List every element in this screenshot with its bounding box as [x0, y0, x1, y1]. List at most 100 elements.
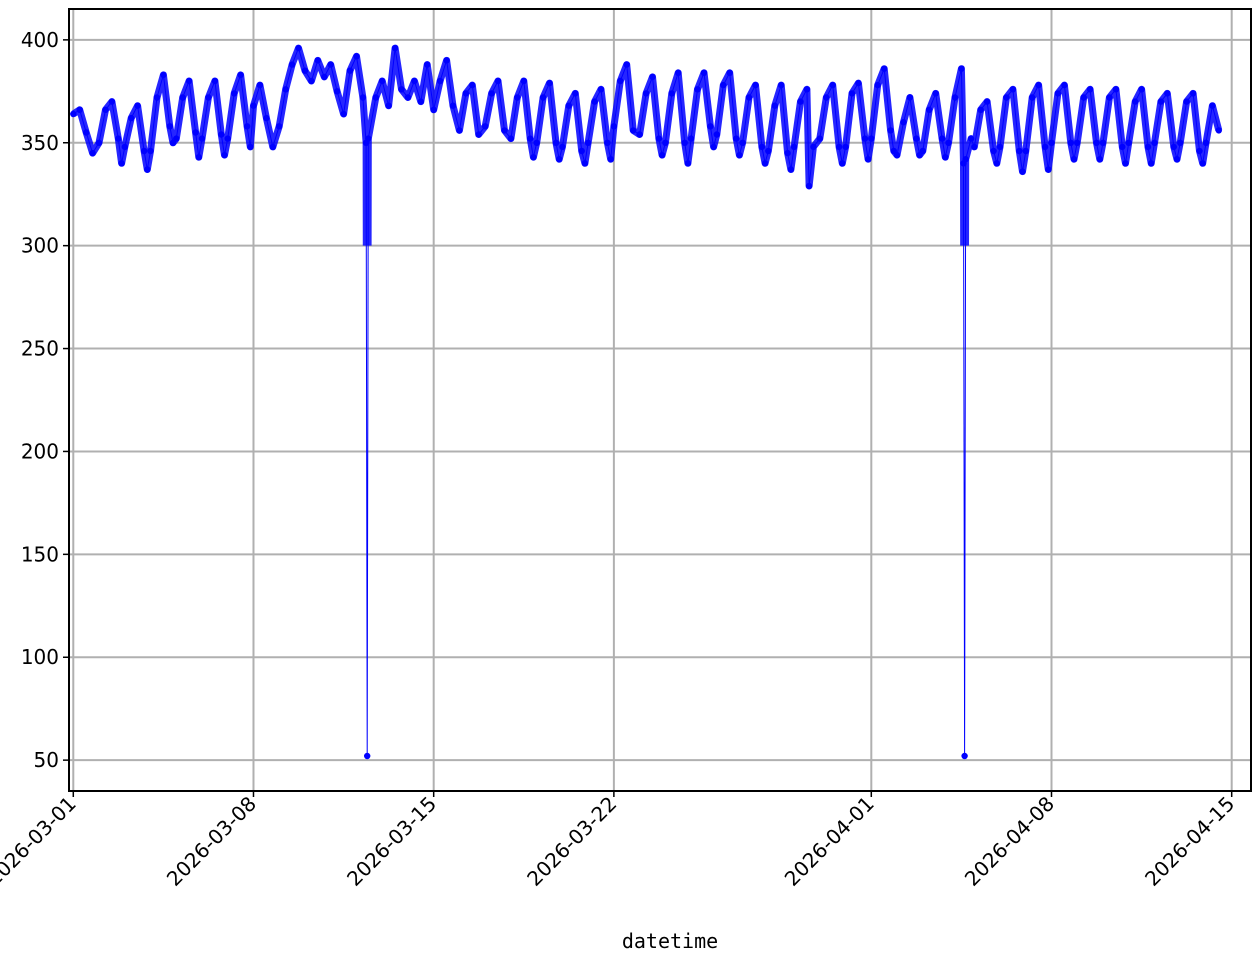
data-point [932, 90, 939, 97]
data-point [211, 77, 219, 85]
data-point [308, 77, 315, 85]
data-point [591, 98, 598, 105]
data-point [736, 151, 743, 159]
data-point [314, 57, 321, 64]
data-point [668, 90, 675, 97]
data-point [900, 119, 907, 126]
data-point [771, 102, 778, 109]
data-point [417, 98, 424, 105]
data-point [462, 90, 470, 97]
data-point [449, 102, 457, 109]
data-point [942, 154, 949, 161]
data-point [684, 160, 692, 167]
series-layer [70, 44, 1223, 760]
data-point [1215, 127, 1223, 134]
data-point [958, 65, 965, 72]
data-point [533, 139, 540, 146]
data-point [128, 114, 135, 122]
data-point [733, 135, 740, 142]
data-point [282, 86, 289, 93]
data-point [121, 143, 128, 151]
data-point [346, 67, 354, 74]
data-point [726, 69, 733, 77]
data-point [1132, 98, 1139, 105]
data-point [218, 131, 225, 138]
data-point [617, 77, 624, 85]
data-point [1151, 139, 1158, 146]
data-point [482, 123, 489, 130]
data-point [572, 90, 579, 97]
data-point [221, 151, 228, 159]
data-point [1209, 102, 1216, 109]
data-point [231, 90, 238, 97]
data-point [488, 90, 495, 97]
data-point [269, 143, 276, 151]
data-point [1170, 143, 1178, 151]
data-point [243, 123, 251, 130]
data-point [710, 143, 717, 151]
data-point [996, 143, 1004, 151]
data-point [475, 131, 482, 138]
data-point [913, 135, 920, 142]
data-point [288, 61, 296, 68]
data-point [990, 147, 997, 155]
data-point [993, 160, 1000, 167]
data-point [385, 102, 392, 109]
data-point [353, 53, 360, 60]
data-point [456, 127, 463, 134]
data-point [848, 90, 856, 97]
data-point [1074, 139, 1081, 146]
data-point [739, 139, 746, 146]
data-point [1202, 139, 1210, 146]
data-point [919, 147, 926, 155]
data-point [102, 106, 109, 114]
data-point [874, 81, 881, 89]
data-point [887, 127, 894, 134]
data-point [790, 143, 798, 151]
data-point [1067, 139, 1075, 146]
data-point [436, 77, 444, 85]
data-point [578, 147, 585, 155]
data-point [707, 123, 714, 130]
data-point [855, 79, 862, 87]
data-point [552, 139, 560, 146]
data-point [295, 44, 302, 52]
y-tick-label: 300 [21, 234, 59, 258]
data-point [983, 98, 991, 105]
data-point [604, 139, 611, 146]
data-point [1061, 81, 1068, 89]
data-point [263, 114, 270, 122]
data-point [359, 94, 367, 101]
data-point [247, 143, 254, 151]
data-point [636, 131, 643, 138]
data-point [153, 94, 161, 101]
data-point [1093, 139, 1100, 146]
data-point [765, 147, 772, 155]
data-point [967, 135, 975, 142]
data-point [861, 135, 869, 142]
data-point [1119, 143, 1126, 151]
data-point [835, 143, 843, 151]
y-tick-label: 350 [21, 131, 59, 155]
y-tick-label: 150 [21, 542, 59, 566]
data-point [160, 71, 167, 79]
grid [69, 9, 1251, 791]
data-point [977, 106, 984, 114]
data-point [424, 61, 431, 68]
data-point [607, 156, 614, 163]
data-point [185, 77, 193, 85]
data-point [687, 135, 695, 142]
data-point [1022, 147, 1029, 155]
y-tick-label: 100 [21, 645, 59, 669]
data-point [630, 127, 637, 134]
data-point [649, 73, 656, 81]
data-point [655, 135, 663, 142]
data-point [108, 98, 116, 105]
data-point [546, 79, 553, 87]
data-point [1041, 143, 1049, 151]
data-point [166, 123, 173, 130]
data-point [610, 123, 618, 130]
data-point [1096, 156, 1104, 163]
data-point [443, 57, 450, 64]
data-point [530, 154, 537, 161]
